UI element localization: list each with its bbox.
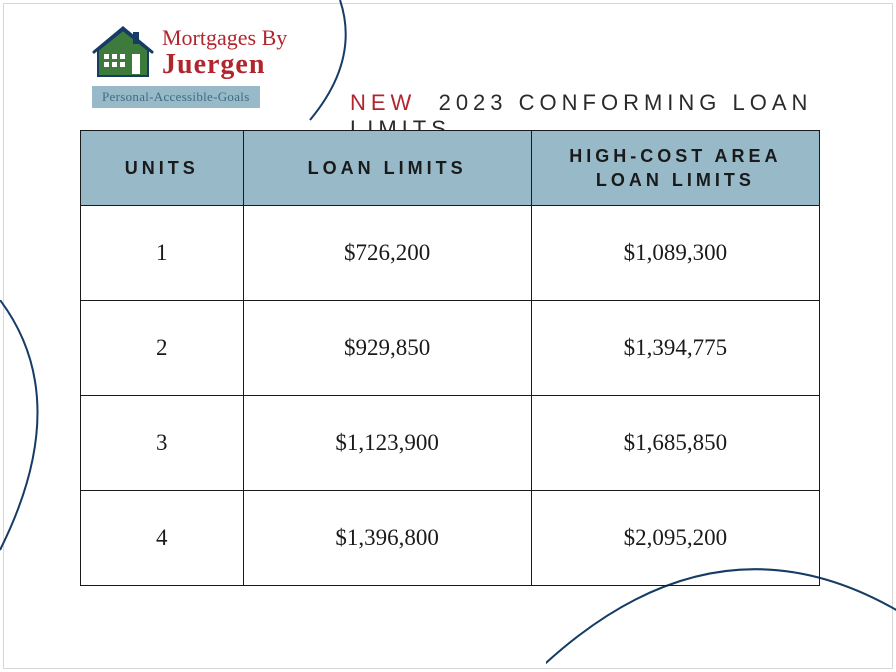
table-row: 4 $1,396,800 $2,095,200 xyxy=(81,491,820,586)
logo-line1: Mortgages By xyxy=(162,26,287,50)
col-loan-limits: LOAN LIMITS xyxy=(243,131,531,206)
col-high-cost: HIGH-COST AREALOAN LIMITS xyxy=(531,131,819,206)
cell-limit: $1,396,800 xyxy=(243,491,531,586)
cell-high: $1,394,775 xyxy=(531,301,819,396)
cell-units: 3 xyxy=(81,396,244,491)
table-row: 3 $1,123,900 $1,685,850 xyxy=(81,396,820,491)
col-units: UNITS xyxy=(81,131,244,206)
logo-line2: Juergen xyxy=(162,50,287,81)
cell-units: 4 xyxy=(81,491,244,586)
loan-limits-table: UNITS LOAN LIMITS HIGH-COST AREALOAN LIM… xyxy=(80,130,820,586)
title-new: NEW xyxy=(350,90,416,115)
cell-limit: $726,200 xyxy=(243,206,531,301)
cell-units: 2 xyxy=(81,301,244,396)
col-high-cost-text: HIGH-COST AREALOAN LIMITS xyxy=(569,146,781,190)
table-row: 1 $726,200 $1,089,300 xyxy=(81,206,820,301)
logo-tagline: Personal-Accessible-Goals xyxy=(92,86,260,108)
table-body: 1 $726,200 $1,089,300 2 $929,850 $1,394,… xyxy=(81,206,820,586)
cell-limit: $1,123,900 xyxy=(243,396,531,491)
cell-high: $1,089,300 xyxy=(531,206,819,301)
cell-limit: $929,850 xyxy=(243,301,531,396)
house-icon xyxy=(92,24,154,82)
cell-units: 1 xyxy=(81,206,244,301)
cell-high: $2,095,200 xyxy=(531,491,819,586)
logo: Mortgages By Juergen Personal-Accessible… xyxy=(92,24,342,108)
cell-high: $1,685,850 xyxy=(531,396,819,491)
table-header-row: UNITS LOAN LIMITS HIGH-COST AREALOAN LIM… xyxy=(81,131,820,206)
table-row: 2 $929,850 $1,394,775 xyxy=(81,301,820,396)
